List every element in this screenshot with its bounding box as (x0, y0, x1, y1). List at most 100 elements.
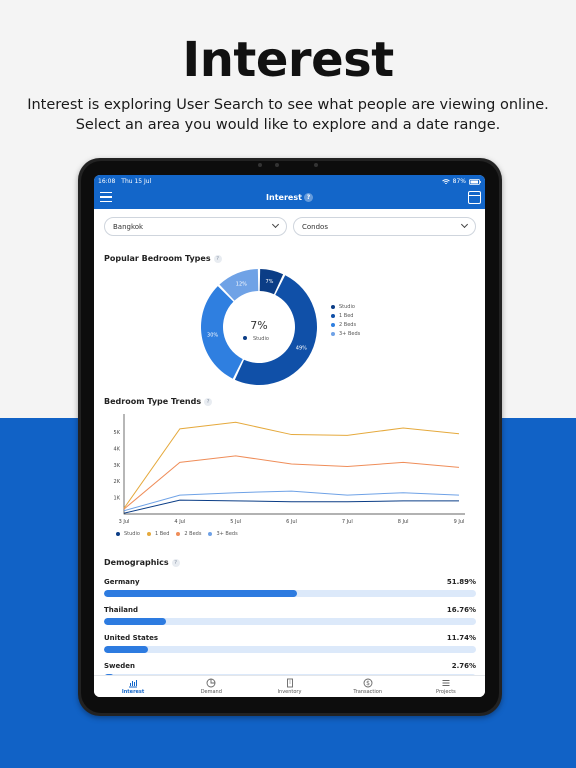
progress-fill (104, 646, 148, 653)
status-date: Thu 15 Jul (121, 178, 152, 185)
svg-text:$: $ (366, 680, 370, 687)
series-line-2-beds[interactable] (123, 455, 460, 510)
donut-slice[interactable] (219, 269, 259, 301)
subtitle-line-2: Select an area you would like to explore… (75, 117, 501, 133)
chevron-down-icon (460, 220, 469, 229)
sensor-dot (258, 163, 262, 167)
camera-icon (314, 163, 318, 167)
series-line-3-beds[interactable] (123, 490, 460, 512)
progress-fill (104, 618, 167, 625)
demographic-row: Germany 51.89% (104, 578, 476, 606)
demographic-row: Thailand 16.76% (104, 606, 476, 634)
tab-inventory[interactable]: Inventory (250, 676, 328, 697)
battery-percent: 87% (452, 178, 466, 185)
help-icon[interactable]: ? (204, 398, 213, 406)
donut-slice[interactable] (201, 286, 243, 379)
x-tick-label: 7 Jul (342, 519, 353, 525)
tab-interest[interactable]: Interest (94, 676, 172, 697)
hamburger-icon[interactable] (100, 192, 112, 203)
demographic-row: Sweden 2.76% (104, 662, 476, 675)
donut-slice[interactable] (259, 269, 284, 295)
donut-legend: Studio 1 Bed 2 Beds 3+ Beds (331, 302, 360, 338)
donut-center-value: 7% (250, 319, 267, 332)
y-tick-label: 4K (114, 446, 121, 452)
legend-item: 2 Beds (176, 531, 201, 537)
tab-demand[interactable]: Demand (172, 676, 250, 697)
country-name: Thailand (104, 606, 138, 614)
tab-projects[interactable]: Projects (407, 676, 485, 697)
trend-legend: Studio 1 Bed 2 Beds 3+ Beds (116, 531, 238, 537)
tab-transaction[interactable]: $ Transaction (329, 676, 407, 697)
tablet-frame: 16:08 Thu 15 Jul 87% Interest? Bangkok C… (78, 158, 502, 716)
property-type-select[interactable]: Condos (293, 217, 476, 236)
demographics-title: Demographics? (104, 558, 180, 567)
donut-slice[interactable] (234, 275, 317, 385)
dollar-icon: $ (363, 678, 373, 688)
y-tick-label: 5K (114, 430, 121, 436)
tab-label: Inventory (277, 689, 302, 695)
tab-label: Transaction (353, 689, 383, 695)
x-tick-label: 9 Jul (454, 519, 465, 525)
progress-track (104, 618, 476, 625)
x-tick-label: 5 Jul (230, 519, 241, 525)
trend-line-chart[interactable]: 1K 2K 3K 4K 5K 3 Jul 4 Jul 5 Jul 6 Jul 7 Jul 8 Jul… (104, 409, 476, 529)
country-percent: 51.89% (446, 578, 476, 586)
progress-fill (104, 674, 115, 675)
scroll-content[interactable]: Bangkok Condos Popular Bedroom Types? 7%… (94, 209, 485, 675)
help-icon[interactable]: ? (171, 559, 180, 567)
progress-track (104, 646, 476, 653)
legend-dot (331, 313, 335, 318)
legend-item: Studio (331, 302, 360, 311)
progress-fill (104, 590, 298, 597)
location-select[interactable]: Bangkok (104, 217, 287, 236)
legend-item: 1 Bed (146, 531, 170, 537)
donut-center-dot (243, 336, 247, 340)
legend-dot (331, 322, 335, 327)
legend-label: 3+ Beds (339, 330, 361, 337)
series-line-studio[interactable] (123, 499, 459, 514)
donut-chart[interactable]: 7% 49% 30% 12% 7% Studio (199, 267, 319, 387)
calendar-icon[interactable] (468, 191, 481, 204)
legend-label: 2 Beds (339, 321, 357, 328)
chevron-down-icon (271, 220, 280, 229)
legend-label: Studio (124, 531, 140, 537)
legend-item: 2 Beds (331, 320, 360, 329)
nav-bar: Interest? (94, 188, 485, 209)
x-tick-label: 6 Jul (286, 519, 297, 525)
legend-label: 1 Bed (154, 531, 170, 537)
wifi-icon (441, 178, 450, 184)
pie-chart-icon (206, 678, 216, 688)
marketing-title: Interest (182, 32, 394, 88)
donut-center-label: Studio (253, 336, 269, 342)
y-tick-label: 1K (114, 496, 121, 502)
legend-dot (331, 304, 335, 309)
country-percent: 2.76% (451, 662, 476, 670)
help-icon[interactable]: ? (213, 255, 222, 263)
app-screen: 16:08 Thu 15 Jul 87% Interest? Bangkok C… (94, 175, 485, 697)
country-name: Sweden (104, 662, 135, 670)
x-tick-label: 8 Jul (398, 519, 409, 525)
help-icon[interactable]: ? (303, 193, 313, 202)
bedroom-trends-title-text: Bedroom Type Trends (104, 397, 202, 406)
y-tick-label: 3K (114, 463, 121, 469)
legend-label: Studio (339, 303, 355, 310)
subtitle-line-1: Interest is exploring User Search to see… (27, 97, 549, 113)
series-line-1-bed[interactable] (123, 421, 460, 509)
country-percent: 11.74% (446, 634, 476, 642)
legend-dot (116, 532, 120, 536)
donut-slice-label: 7% (265, 279, 273, 285)
demographic-row: United States 11.74% (104, 634, 476, 662)
status-time: 16:08 (98, 178, 116, 185)
list-icon (442, 680, 450, 686)
country-name: Germany (104, 578, 140, 586)
legend-item: 3+ Beds (331, 329, 360, 338)
progress-track (104, 674, 476, 675)
progress-track (104, 590, 476, 597)
tab-label: Projects (436, 689, 456, 695)
popular-bedroom-title-text: Popular Bedroom Types (104, 254, 211, 263)
bar-chart-icon (129, 680, 138, 688)
tab-bar: Interest Demand Inventory $ Transaction … (94, 675, 485, 697)
donut-slice-label: 30% (207, 333, 218, 339)
sensor-dot (275, 163, 279, 167)
property-type-value: Condos (302, 223, 328, 231)
